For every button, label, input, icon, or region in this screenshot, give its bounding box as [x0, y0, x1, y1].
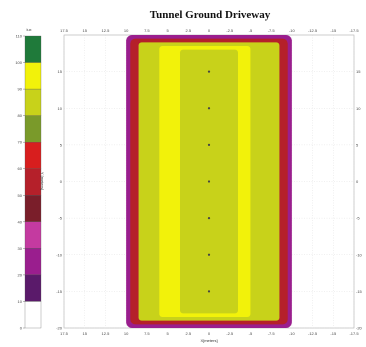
y-tick-label-left: -10 [56, 252, 63, 257]
colorbar-band [24, 88, 42, 116]
y-tick-label-right: 5 [356, 142, 359, 147]
x-tick-label-bottom: 15 [82, 331, 87, 336]
x-tick-label-top: -7.5 [268, 28, 276, 33]
colorbar-band [24, 168, 42, 196]
data-point [207, 180, 211, 183]
x-tick-label-bottom: -17.5 [349, 331, 359, 336]
colorbar-tick-label: 90 [18, 87, 23, 92]
y-tick-label-left: -20 [56, 326, 63, 331]
x-tick-label-top: 12.5 [102, 28, 111, 33]
x-tick-label-top: 5 [166, 28, 169, 33]
colorbar-tick-label: 110 [16, 34, 23, 39]
y-tick-label-left: 0 [60, 179, 63, 184]
colorbar-tick-label: 20 [18, 272, 23, 277]
x-tick-label-bottom: 5 [166, 331, 169, 336]
x-tick-label-top: 15 [82, 28, 87, 33]
x-tick-label-bottom: 0 [208, 331, 211, 336]
x-tick-label-top: -17.5 [349, 28, 359, 33]
colorbar-tick-label: 80 [18, 113, 23, 118]
data-point [207, 290, 211, 293]
x-tick-label-bottom: 10 [124, 331, 129, 336]
data-point [207, 253, 211, 256]
y-tick-label-right: -5 [356, 216, 360, 221]
x-tick-label-bottom: 2.5 [186, 331, 192, 336]
y-tick-label-left: 5 [60, 142, 63, 147]
data-point [207, 70, 211, 73]
data-point [207, 107, 211, 110]
colorbar-band [24, 221, 42, 249]
y-tick-label-right: 0 [356, 179, 359, 184]
colorbar-unit: lux [26, 27, 31, 32]
chart-title: Tunnel Ground Driveway [150, 9, 271, 21]
x-tick-label-top: 0 [208, 28, 211, 33]
x-tick-label-top: -10 [289, 28, 296, 33]
x-tick-label-top: 17.5 [60, 28, 69, 33]
colorbar-band [24, 301, 42, 329]
x-tick-label-bottom: -10 [289, 331, 296, 336]
y-tick-label-right: -10 [356, 252, 363, 257]
y-tick-label-right: -20 [356, 326, 363, 331]
y-tick-label-right: 10 [356, 106, 361, 111]
y-tick-label-right: 15 [356, 69, 361, 74]
plot-area: 17.5 15 12.5 10 7.5 5 2.5 0 -2.5 -5 -7.5 -10 -12.5 -1… [56, 28, 362, 336]
x-tick-label-top: -5 [249, 28, 253, 33]
y-tick-label-left: 15 [58, 69, 63, 74]
y-tick-label-right: -15 [356, 289, 363, 294]
x-tick-label-top: -2.5 [226, 28, 234, 33]
colorbar-tick-label: 0 [20, 326, 23, 331]
x-tick-label-bottom: -7.5 [268, 331, 276, 336]
colorbar-band [24, 35, 42, 63]
colorbar-tick-label: 70 [18, 140, 23, 145]
colorbar-band [24, 274, 42, 302]
colorbar-band [24, 248, 42, 276]
x-tick-label-bottom: -12.5 [308, 331, 318, 336]
x-tick-label-top: 10 [124, 28, 129, 33]
data-point [207, 217, 211, 220]
x-tick-label-top: 7.5 [144, 28, 150, 33]
x-tick-label-top: -12.5 [308, 28, 318, 33]
x-tick-label-bottom: -2.5 [226, 331, 234, 336]
colorbar-band [24, 142, 42, 169]
y-axis-label: Y [meters] [40, 172, 45, 190]
colorbar-band [24, 62, 42, 90]
data-point [207, 143, 211, 146]
x-tick-label-bottom: 17.5 [60, 331, 69, 336]
x-tick-label-top: -15 [330, 28, 337, 33]
colorbar-tick-label: 10 [18, 299, 23, 304]
x-tick-label-bottom: 7.5 [144, 331, 150, 336]
x-axis-label: X[meters] [200, 338, 217, 343]
y-tick-label-left: 10 [58, 106, 63, 111]
colorbar-tick-label: 50 [18, 193, 23, 198]
x-tick-label-bottom: -5 [249, 331, 253, 336]
y-tick-label-left: -5 [58, 216, 62, 221]
y-tick-label-left: -15 [56, 289, 63, 294]
colorbar-tick-label: 100 [15, 60, 22, 65]
colorbar-tick-label: 40 [18, 219, 23, 224]
colorbar-band [24, 195, 42, 222]
colorbar-tick-label: 60 [18, 166, 23, 171]
colorbar-band [24, 115, 42, 143]
x-tick-label-top: 2.5 [186, 28, 192, 33]
x-tick-label-bottom: 12.5 [102, 331, 111, 336]
x-tick-label-bottom: -15 [330, 331, 337, 336]
colorbar-tick-label: 30 [18, 246, 23, 251]
